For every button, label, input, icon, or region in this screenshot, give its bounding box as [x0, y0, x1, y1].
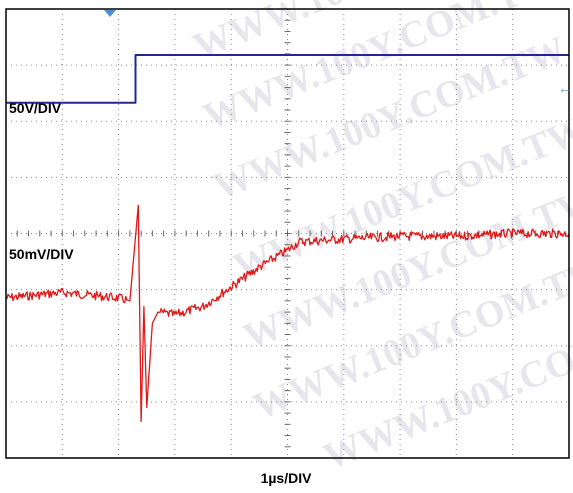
trigger-position-icon — [104, 10, 116, 17]
channel2-scale-label: 50mV/DIV — [9, 246, 74, 262]
channel1-scale-label: 50V/DIV — [9, 100, 62, 116]
right-edge-arrow-icon: ← — [558, 80, 572, 96]
channel1-voltage-trace — [6, 54, 569, 104]
plot-frame — [5, 8, 570, 459]
channel2-ripple-trace — [5, 204, 570, 423]
traces-layer — [5, 54, 570, 423]
time-scale-label: 1µs/DIV — [261, 470, 313, 486]
